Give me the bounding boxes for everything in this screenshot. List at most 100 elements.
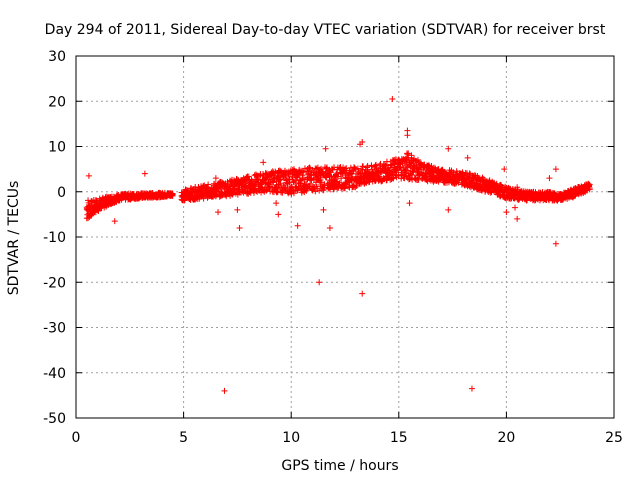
band-point [290, 190, 297, 197]
dense-data-band [83, 150, 593, 222]
band-point [316, 178, 323, 185]
outlier-point [316, 279, 323, 286]
band-point [290, 179, 297, 186]
outlier-point [503, 209, 510, 216]
outlier-point [326, 224, 333, 231]
x-axis-label: GPS time / hours [281, 458, 398, 474]
chart-title: Day 294 of 2011, Sidereal Day-to-day VTE… [45, 22, 606, 38]
x-tick-label: 0 [72, 430, 81, 446]
band-point [328, 173, 335, 180]
band-point [376, 162, 383, 169]
band-point [354, 165, 361, 172]
band-point [584, 187, 591, 194]
band-point [586, 186, 593, 193]
grid-lines [76, 56, 614, 418]
band-point [406, 175, 413, 182]
band-point [441, 173, 448, 180]
outlier-point [215, 209, 222, 216]
band-point [280, 174, 287, 181]
band-point [213, 191, 220, 198]
outlier-point [322, 145, 329, 152]
outlier-point [221, 387, 228, 394]
band-point [409, 172, 416, 179]
band-point [429, 168, 436, 175]
y-tick-label: 0 [57, 185, 66, 201]
band-point [303, 181, 310, 188]
outlier-point [294, 222, 301, 229]
band-point [381, 166, 388, 173]
band-point [333, 178, 340, 185]
outlier-point [514, 215, 521, 222]
outlier-point [275, 211, 282, 218]
band-point [298, 177, 305, 184]
outlier-point [212, 175, 219, 182]
band-point [95, 207, 102, 214]
band-point [572, 192, 579, 199]
y-tick-label: 10 [48, 140, 66, 156]
band-point [245, 190, 252, 197]
outlier-point [404, 132, 411, 139]
outlier-point [389, 95, 396, 102]
band-point [368, 163, 375, 170]
band-point [303, 187, 310, 194]
band-point [334, 173, 341, 180]
band-point [343, 165, 350, 172]
x-tick-label: 25 [605, 430, 623, 446]
y-tick-label: -40 [43, 366, 66, 382]
band-point [225, 180, 232, 187]
axis-ticks: 0 5 10 15 20 25 30 20 10 0 -10 -20 -30 -40 -50 [43, 49, 623, 446]
band-point [306, 164, 313, 171]
outlier-point [359, 290, 366, 297]
band-point [169, 191, 176, 198]
x-tick-label: 10 [282, 430, 300, 446]
band-point [298, 167, 305, 174]
band-point [575, 191, 582, 198]
band-point [205, 181, 212, 188]
outlier-point [111, 218, 118, 225]
band-point [410, 168, 417, 175]
outlier-point [552, 240, 559, 247]
band-point [217, 184, 224, 191]
band-point [245, 173, 252, 180]
y-tick-label: 30 [48, 49, 66, 65]
outlier-point [260, 159, 267, 166]
outlier-point [501, 166, 508, 173]
band-point [341, 184, 348, 191]
band-point [342, 185, 348, 192]
band-point [241, 183, 248, 190]
outlier-point [320, 206, 327, 213]
band-point [466, 170, 473, 177]
band-point [571, 193, 578, 200]
band-point [307, 180, 314, 187]
band-point [511, 195, 518, 202]
outlier-point [468, 385, 475, 392]
x-tick-label: 15 [390, 430, 408, 446]
outlier-point [141, 170, 148, 177]
y-tick-label: 20 [48, 94, 66, 110]
band-point [85, 215, 92, 222]
band-point [277, 176, 284, 183]
band-point [401, 168, 408, 175]
y-tick-label: -20 [43, 275, 66, 291]
band-point [408, 152, 415, 159]
band-point [338, 175, 345, 182]
band-point [242, 183, 249, 190]
outlier-point [445, 206, 452, 213]
outlier-point [512, 204, 519, 211]
y-tick-label: -30 [43, 321, 66, 337]
band-point [403, 167, 410, 174]
band-point [299, 172, 306, 179]
band-point [353, 182, 360, 189]
data-points [85, 95, 559, 394]
band-point [307, 165, 314, 172]
outlier-point [464, 154, 471, 161]
outlier-point [273, 200, 280, 207]
y-tick-label: -10 [43, 230, 66, 246]
y-axis-label: SDTVAR / TECUs [6, 181, 22, 296]
band-point [357, 170, 364, 177]
band-point [263, 186, 270, 193]
x-tick-label: 5 [179, 430, 188, 446]
band-point [300, 168, 307, 175]
band-point [415, 176, 422, 183]
